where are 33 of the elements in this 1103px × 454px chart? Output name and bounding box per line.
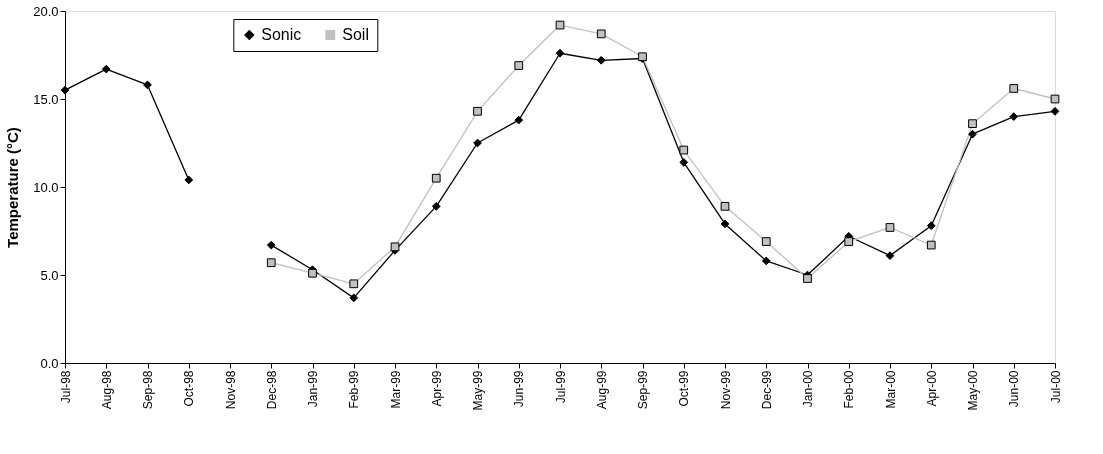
x-tick-label: Mar-99 — [388, 370, 403, 409]
x-tick-label: Oct-99 — [677, 370, 692, 407]
x-tick-label: Jul-99 — [553, 370, 568, 404]
legend-label: Sonic — [261, 26, 302, 43]
x-tick-label: Aug-99 — [594, 370, 609, 410]
x-tick-label: Sep-98 — [141, 370, 155, 410]
x-tick-label: Jun-99 — [512, 370, 527, 408]
x-tick-label: Jun-00 — [1007, 370, 1022, 408]
y-tick-label: 20.0 — [33, 3, 59, 19]
x-tick-label: Dec-99 — [759, 370, 774, 410]
y-tick-label: 0.0 — [40, 355, 59, 371]
x-tick-label: Nov-98 — [223, 370, 238, 410]
y-tick-label: 15.0 — [33, 91, 59, 107]
y-tick-label: 5.0 — [40, 267, 59, 283]
x-tick-label: Apr-00 — [924, 370, 939, 407]
x-tick-label: Jul-00 — [1048, 370, 1063, 404]
x-tick-label: Jan-00 — [801, 370, 815, 408]
x-tick-label: Oct-98 — [182, 370, 197, 407]
x-tick-label: Feb-00 — [842, 370, 857, 409]
x-tick-label: Dec-98 — [264, 370, 279, 410]
x-tick-label: Aug-98 — [99, 370, 114, 410]
y-axis-title: Temperature (°C) — [4, 127, 22, 248]
legend-label: Soil — [342, 26, 369, 43]
x-tick-label: Sep-99 — [636, 370, 650, 410]
y-tick-label: 10.0 — [33, 179, 59, 195]
x-tick-label: Jan-99 — [306, 370, 320, 408]
x-tick-label: Feb-99 — [347, 370, 362, 409]
x-tick-label: Jul-98 — [58, 370, 73, 404]
x-tick-label: Apr-99 — [429, 370, 444, 407]
x-tick-label: Nov-99 — [718, 370, 733, 410]
x-tick-label: Mar-00 — [883, 370, 898, 409]
x-tick-label: May-00 — [966, 370, 980, 411]
x-tick-label: May-99 — [471, 370, 485, 411]
